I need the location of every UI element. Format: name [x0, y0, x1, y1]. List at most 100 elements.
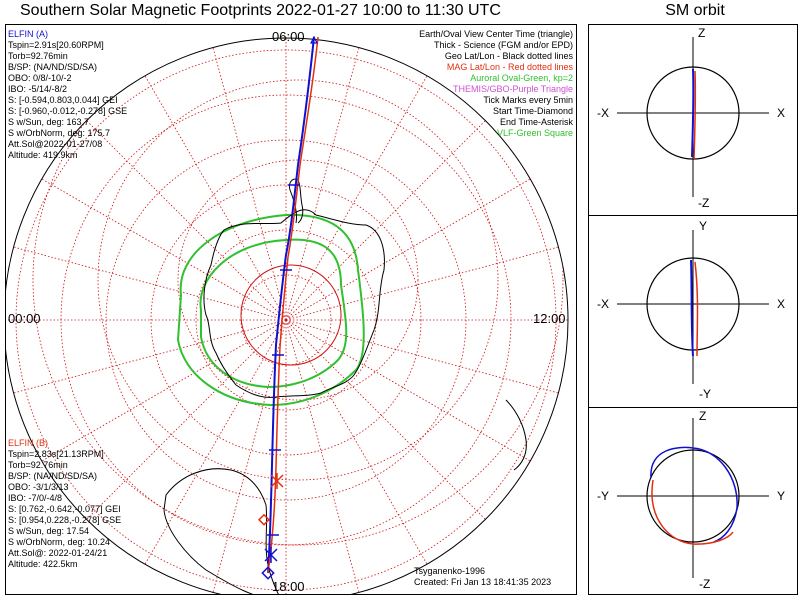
orbit-a-path: [691, 68, 695, 158]
legend-line: Geo Lat/Lon - Black dotted lines: [444, 51, 573, 61]
mag-lat-circle: [97, 79, 499, 481]
south-america-coastline: [163, 468, 279, 594]
axis-label-bottom: -Y: [699, 387, 711, 401]
auroral-oval-outer: [176, 213, 365, 407]
axis-label-bottom: -Z: [698, 196, 709, 210]
meridian-line: [285, 319, 562, 395]
elfin-a-line: Torb=92.76min: [8, 51, 68, 61]
elfin-b-line: S: [0.954,0.228,-0.278] GSE: [8, 515, 122, 525]
elfin-a-line: B/SP: (NA/ND/SD/SA): [8, 62, 98, 72]
orbit-panel-xz: Z -Z -X X: [588, 24, 798, 216]
elfin-b-line: B/SP: (NA/ND/SD/SA): [8, 471, 98, 481]
orbit-plot-yz: Z -Z -Y Y: [597, 409, 785, 591]
elfin-a-line: S w/Sun, deg: 163.7: [8, 117, 90, 127]
axis-label-top: Z: [699, 409, 706, 423]
mag-lat-circle: [177, 159, 419, 401]
elfin-a-line: IBO: -5/14/-8/2: [8, 84, 68, 94]
meridian-line: [285, 319, 429, 568]
elfin-b-line: Torb=92.76min: [8, 460, 68, 470]
elfin-b-track: [267, 36, 319, 574]
orbit-a-path: [690, 259, 694, 357]
elfin-b-end-asterisk: [270, 473, 284, 489]
axis-label-left: -X: [597, 297, 609, 311]
elfin-b-name: ELFIN (B): [8, 438, 49, 448]
orbit-b-path: [693, 70, 697, 160]
legend-line: Earth/Oval View Center Time (triangle): [419, 29, 573, 39]
axis-label-top: Z: [698, 26, 705, 40]
axis-label-left: -X: [597, 106, 609, 120]
elfin-b-line: S: [0.762,-0.642,-0.077] GEI: [8, 504, 121, 514]
elfin-b-line: Att.Sol@: 2022-01-24/21: [8, 548, 108, 558]
elfin-b-info: ELFIN (B) Tspin=2.83s[21.13RPM] Torb=92.…: [8, 438, 121, 570]
track-ticks: [267, 184, 300, 536]
elfin-a-line: S: [-0.594,0.803,0.044] GEI: [8, 95, 118, 105]
meridian-line: [285, 319, 361, 594]
elfin-a-info: ELFIN (A) Tspin=2.91s[20.60RPM] Torb=92.…: [8, 29, 127, 161]
elfin-b-line: Altitude: 422.5km: [8, 559, 78, 569]
meridian-line: [38, 177, 287, 321]
lat-circle: [195, 229, 377, 411]
axis-label-top: Y: [699, 219, 707, 233]
footprint-panel: 06:00 00:00 12:00 18:00 ELFIN (A) Tspin=…: [5, 24, 577, 595]
mlt-label-bottom: 18:00: [272, 579, 305, 594]
elfin-a-track: [267, 36, 315, 574]
orbit-panel-yz: Z -Z -Y Y: [588, 407, 798, 595]
orbit-panel-xy: Y -Y -X X: [588, 215, 798, 408]
axis-label-right: X: [777, 106, 785, 120]
meridian-line: [285, 245, 562, 321]
elfin-a-name: ELFIN (A): [8, 29, 49, 39]
elfin-b-line: Tspin=2.83s[21.13RPM]: [8, 449, 104, 459]
elfin-a-line: OBO: 0/8/-10/-2: [8, 73, 72, 83]
legend-line: Tick Marks every 5min: [483, 95, 573, 105]
elfin-a-start-diamond: [261, 566, 275, 580]
orbit-a-path: [650, 446, 738, 543]
main-title: Southern Solar Magnetic Footprints 2022-…: [20, 2, 501, 19]
mlt-label-right: 12:00: [533, 311, 566, 326]
orbit-b-path: [694, 261, 699, 357]
legend-line: Thick - Science (FGM and/or EPD): [433, 40, 573, 50]
elfin-a-line: Att.Sol@2022-01-27/08: [8, 139, 103, 149]
elfin-a-line: Tspin=2.91s[20.60RPM]: [8, 40, 104, 50]
elfin-a-line: S w/OrbNorm, deg: 175.7: [8, 128, 111, 138]
antarctica-coastline: [203, 209, 385, 398]
elfin-a-line: Altitude: 419.9km: [8, 150, 78, 160]
meridian-line: [285, 72, 429, 321]
credit-created: Created: Fri Jan 13 18:41:35 2023: [414, 577, 552, 587]
auroral-oval-inner: [199, 238, 348, 389]
elfin-b-line: OBO: -3/1/3/13: [8, 482, 69, 492]
pole-circle: [240, 264, 342, 366]
footprint-map: 06:00 00:00 12:00 18:00: [6, 29, 569, 594]
orbit-b-path: [651, 479, 734, 545]
legend: Earth/Oval View Center Time (triangle) T…: [419, 29, 573, 139]
orbit-plot-xy: Y -Y -X X: [597, 219, 785, 401]
meridian-line: [285, 118, 488, 321]
elfin-b-start-diamond: [257, 513, 271, 526]
meridian-line: [143, 72, 287, 321]
meridian-line: [285, 177, 534, 321]
elfin-a-center-triangle: [310, 35, 318, 44]
legend-line: MAG Lat/Lon - Red dotted lines: [446, 62, 573, 72]
axis-label-bottom: -Z: [699, 577, 710, 591]
legend-line: VLF-Green Square: [496, 128, 573, 138]
elfin-b-line: IBO: -7/0/-4/8: [8, 493, 63, 503]
axis-label-left: -Y: [597, 489, 609, 503]
meridian-line: [285, 319, 488, 522]
meridian-line: [285, 319, 534, 463]
lat-circle: [150, 184, 422, 456]
map-boundary: [6, 37, 569, 594]
credit-author: Tsyganenko-1996: [414, 566, 486, 576]
credit: Tsyganenko-1996 Created: Fri Jan 13 18:4…: [414, 566, 551, 588]
meridian-line: [10, 245, 287, 321]
elfin-b-line: S w/Sun, deg: 17.54: [8, 526, 90, 536]
elfin-a-end-asterisk: [264, 547, 278, 563]
elfin-b-line: S w/OrbNorm, deg: 10.24: [8, 537, 111, 547]
axis-label-right: X: [777, 297, 785, 311]
africa-coastline: [505, 399, 527, 471]
legend-line: Start Time-Diamond: [492, 106, 573, 116]
orbit-title: SM orbit: [665, 2, 725, 19]
meridian-line: [285, 44, 361, 321]
legend-line: End Time-Asterisk: [499, 117, 573, 127]
elfin-a-line: S: [-0.960,-0.012,-0.278] GSE: [8, 106, 128, 116]
mlt-label-left: 00:00: [8, 311, 41, 326]
axis-label-right: Y: [777, 489, 785, 503]
